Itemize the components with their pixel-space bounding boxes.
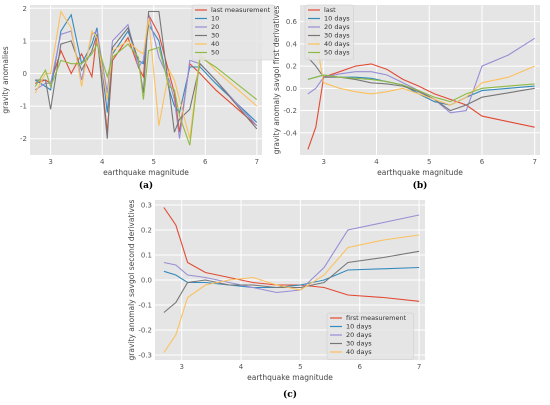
series-line: [34, 42, 258, 146]
x-tick-label: 3: [48, 158, 52, 166]
y-tick-label: -0.2: [283, 107, 297, 115]
series-line: [34, 9, 258, 139]
x-tick-label: 5: [151, 158, 155, 166]
y-tick-label: -2: [20, 135, 27, 143]
x-tick-label: 5: [298, 363, 302, 371]
legend-label: last: [324, 6, 336, 14]
y-tick-label: -0.4: [283, 129, 297, 137]
series-line: [35, 10, 258, 139]
legend-label: 10 days: [324, 15, 350, 23]
y-tick-label: -0.3: [138, 352, 152, 360]
y-tick-label: 0.2: [286, 63, 297, 71]
x-tick-label: 6: [480, 158, 485, 166]
y-tick-label: -0.1: [138, 302, 152, 310]
x-tick-label: 3: [179, 363, 183, 371]
y-tick-label: 1: [23, 37, 27, 45]
y-tick-label: 0.6: [286, 18, 298, 26]
series-line: [307, 74, 535, 103]
legend-label: 30 days: [324, 32, 350, 40]
series-line: [163, 250, 420, 313]
legend-label: 20 days: [346, 331, 372, 339]
x-tick-label: 7: [532, 158, 536, 166]
y-axis-label: gravity anomalies: [1, 46, 10, 113]
series-line: [163, 207, 420, 302]
chart-panel-0: 3 4 5 6 7 -2 -1 0 1 2 earthquake magnitude gravity …: [1, 4, 276, 191]
x-tick-label: 7: [255, 158, 259, 166]
x-tick-label: 5: [427, 158, 431, 166]
y-tick-label: 0.4: [286, 40, 298, 48]
x-tick-label: 3: [322, 158, 326, 166]
x-tick-label: 4: [239, 363, 244, 371]
legend-label: 50 days: [324, 49, 350, 57]
y-tick-label: 2: [23, 5, 27, 13]
x-tick-label: 4: [100, 158, 105, 166]
y-tick-label: 0.2: [141, 227, 152, 235]
series-line: [307, 10, 535, 106]
legend-label: last measurement: [211, 6, 271, 14]
y-tick-label: -1: [20, 103, 27, 111]
x-tick-label: 4: [374, 158, 379, 166]
y-tick-label: -0.2: [138, 327, 152, 335]
legend-label: 40 days: [346, 348, 372, 356]
legend-label: first measurement: [346, 314, 407, 322]
series-line: [307, 56, 535, 112]
x-tick-label: 6: [357, 363, 362, 371]
y-tick-label: 0.0: [141, 277, 152, 285]
legend-label: 50: [211, 49, 219, 57]
legend-label: 30: [211, 32, 219, 40]
series-line: [163, 234, 420, 353]
series-line: [163, 266, 420, 289]
y-tick-label: 0.1: [141, 252, 152, 260]
legend-label: 40 days: [324, 40, 350, 48]
legend-label: 30 days: [346, 340, 372, 348]
x-tick-label: 6: [203, 158, 208, 166]
series-line: [163, 214, 420, 294]
panel-caption: (c): [283, 389, 297, 400]
panel-caption: (b): [413, 180, 428, 191]
y-tick-label: 0.0: [286, 85, 297, 93]
x-tick-label: 7: [417, 363, 421, 371]
legend-label: 20 days: [324, 23, 350, 31]
legend-label: 40: [211, 40, 219, 48]
chart-panel-1: 3 4 5 6 7 -0.4 -0.2 0.0 0.2 0.4 0.6 earthquake magn…: [272, 4, 540, 191]
legend-label: 20: [211, 23, 219, 31]
legend-label: 10: [211, 15, 219, 23]
y-tick-label: 0: [23, 70, 27, 78]
legend-box: [326, 312, 414, 360]
y-tick-label: 0.3: [141, 202, 152, 210]
x-axis-label: earthquake magnitude: [103, 168, 189, 177]
panel-caption: (a): [139, 180, 153, 191]
legend-box: [191, 4, 276, 61]
y-axis-label: gravity anomaly savgol first derivatives: [272, 5, 281, 154]
x-axis-label: earthquake magnitude: [247, 373, 333, 382]
y-axis-label: gravity anomaly savgol second derivative…: [127, 199, 136, 360]
chart-panel-2: 3 4 5 6 7 -0.3 -0.2 -0.1 0.0 0.1 0.2 0.3 earthquake …: [127, 199, 425, 400]
x-axis-label: earthquake magnitude: [377, 168, 463, 177]
legend-label: 10 days: [346, 323, 372, 331]
